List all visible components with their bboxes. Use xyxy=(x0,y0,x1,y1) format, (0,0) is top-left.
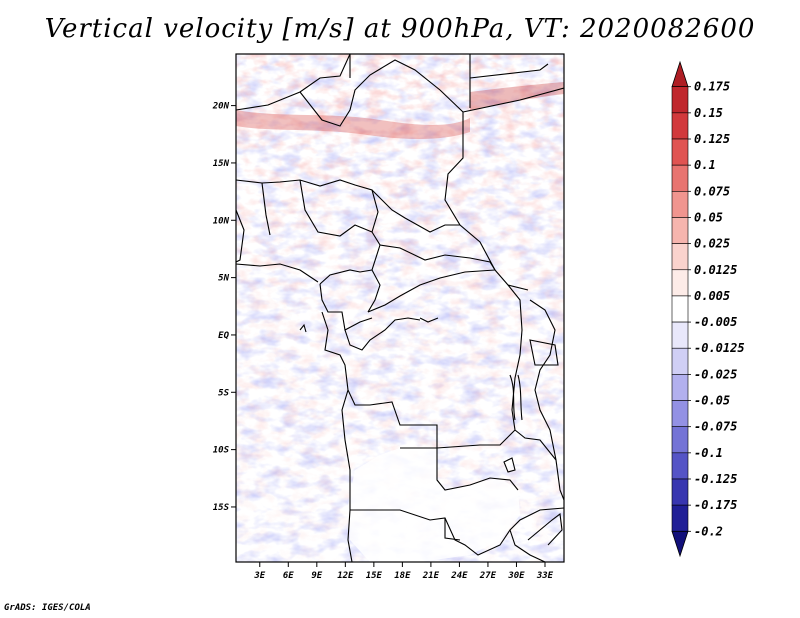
colorbar-label: 0.0125 xyxy=(694,263,737,277)
colorbar-label: -0.175 xyxy=(694,498,737,512)
chart-title: Vertical velocity [m/s] at 900hPa, VT: 2… xyxy=(44,14,756,44)
x-tick-label: 3E xyxy=(253,571,265,581)
x-tick-label: 15E xyxy=(366,571,383,581)
colorbar-box xyxy=(671,374,689,401)
x-tick-label: 21E xyxy=(422,571,440,581)
map-frame xyxy=(235,53,565,563)
x-tick-label: 18E xyxy=(394,571,411,581)
y-tick-label: 10S xyxy=(213,446,230,456)
vertical-velocity-field xyxy=(236,54,564,562)
y-tick-label: 5S xyxy=(218,388,229,398)
colorbar-box xyxy=(671,452,689,480)
colorbar: 0.175 0.15 0.125 0.1 0.075 0.05 0.025 0.0125 0.0… xyxy=(671,60,745,558)
colorbar-label: -0.005 xyxy=(694,315,737,329)
colorbar-label: -0.125 xyxy=(694,472,737,486)
credit-label: GrADS: IGES/COLA xyxy=(4,603,91,613)
colorbar-box xyxy=(671,400,689,427)
x-tick-label: 12E xyxy=(337,571,354,581)
x-tick-label: 9E xyxy=(311,571,322,581)
x-tick-label: 30E xyxy=(507,571,525,581)
colorbar-box xyxy=(671,295,689,323)
colorbar-box xyxy=(671,478,689,506)
colorbar-box xyxy=(671,86,689,114)
colorbar-label: -0.025 xyxy=(694,367,737,381)
colorbar-label: -0.2 xyxy=(694,524,723,538)
x-tick-label: 33E xyxy=(536,571,554,581)
colorbar-label: 0.125 xyxy=(694,132,730,146)
x-tick-label: 27E xyxy=(479,571,497,581)
map-boundaries xyxy=(236,54,564,562)
y-tick-label: 20N xyxy=(212,102,230,112)
colorbar-box xyxy=(671,191,689,218)
colorbar-box xyxy=(671,426,689,454)
y-tick-label: EQ xyxy=(218,331,229,341)
x-tick-label: 24E xyxy=(450,571,468,581)
y-tick-label: 15N xyxy=(213,159,230,169)
colorbar-label: 0.15 xyxy=(694,106,723,120)
colorbar-label: 0.05 xyxy=(694,210,723,224)
colorbar-box xyxy=(671,504,689,532)
colorbar-label: 0.025 xyxy=(694,237,730,251)
y-axis: 20N 15N 10N 5N EQ 5S 10S 15S xyxy=(212,102,236,513)
colorbar-box xyxy=(671,269,689,297)
colorbar-label: 0.075 xyxy=(694,184,730,198)
colorbar-box xyxy=(671,347,689,375)
colorbar-top-arrow xyxy=(671,60,689,88)
x-axis: 3E 6E 9E 12E 15E 18E 21E 24E 27E 30E 33E xyxy=(253,562,554,581)
colorbar-bottom-arrow xyxy=(671,530,689,558)
colorbar-box xyxy=(671,217,689,244)
colorbar-label: 0.1 xyxy=(694,158,716,172)
colorbar-label: -0.1 xyxy=(694,446,723,460)
colorbar-box xyxy=(671,164,689,192)
y-tick-label: 10N xyxy=(213,216,230,226)
colorbar-label: 0.175 xyxy=(694,80,730,94)
colorbar-box xyxy=(671,321,689,349)
colorbar-label: 0.005 xyxy=(694,289,730,303)
colorbar-box xyxy=(671,138,689,166)
colorbar-box xyxy=(671,243,689,271)
colorbar-label: -0.05 xyxy=(694,394,730,408)
colorbar-label: -0.075 xyxy=(694,420,737,434)
x-tick-label: 6E xyxy=(283,571,294,581)
y-tick-label: 5N xyxy=(218,274,229,284)
colorbar-box xyxy=(671,112,689,140)
y-tick-label: 15S xyxy=(213,503,230,513)
colorbar-label: -0.0125 xyxy=(694,341,745,355)
